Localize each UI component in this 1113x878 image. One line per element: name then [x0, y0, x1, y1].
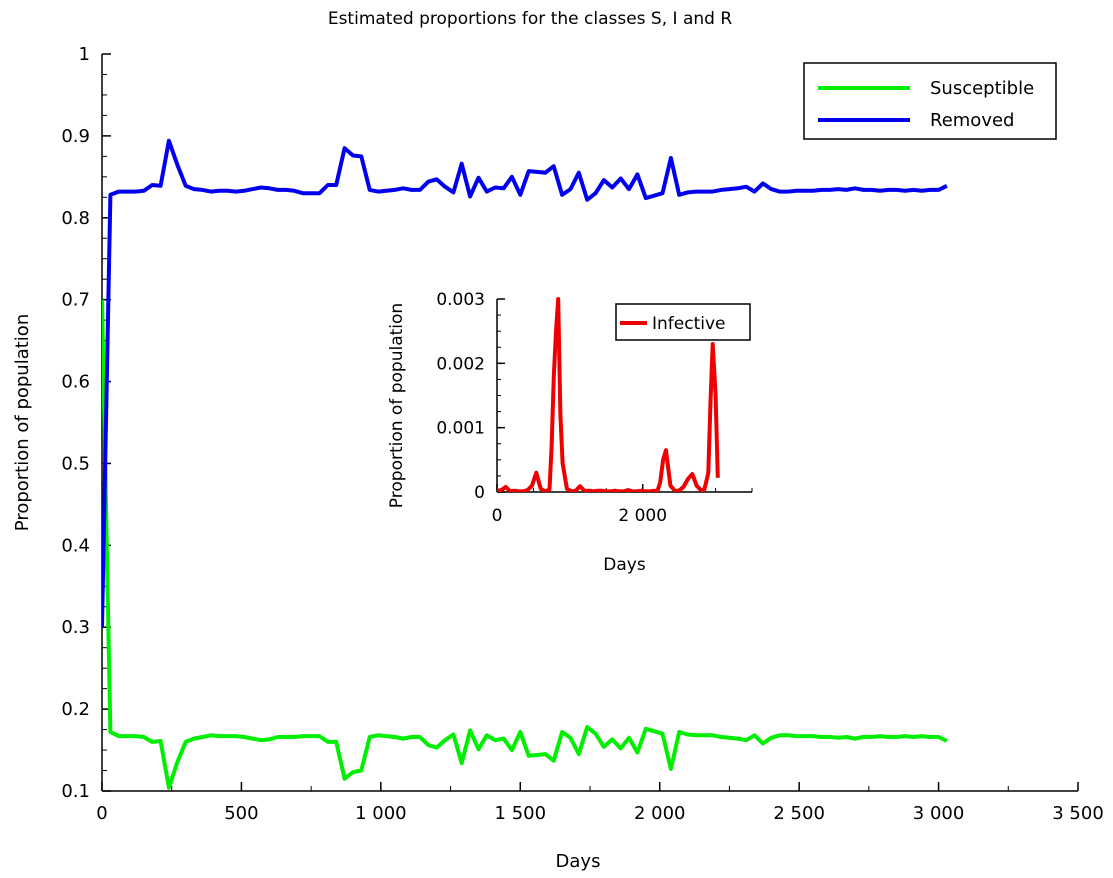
main-x-tick-label: 500	[224, 803, 258, 824]
main-x-tick-label: 1 500	[495, 803, 547, 824]
main-y-tick-label: 0.2	[61, 699, 90, 720]
main-x-tick-label: 3 500	[1052, 803, 1104, 824]
main-series-line-susceptible	[102, 299, 948, 790]
main-x-tick-label: 3 000	[913, 803, 965, 824]
main-y-axis-label: Proportion of population	[12, 314, 33, 531]
main-y-tick-label: 0.6	[61, 372, 90, 393]
inset-legend: Infective	[615, 303, 751, 341]
main-series-line-removed	[102, 138, 948, 628]
inset-x-axis-label: Days	[603, 555, 646, 575]
inset-x-tick-label: 2 000	[618, 506, 667, 526]
main-y-tick-label: 0.3	[61, 617, 90, 638]
main-y-tick-label: 0.8	[61, 208, 90, 229]
main-chart-title: Estimated proportions for the classes S,…	[328, 9, 733, 29]
main-x-tick-label: 0	[96, 803, 107, 824]
main-legend-label-susceptible: Susceptible	[930, 78, 1034, 99]
main-y-tick-label: 0.9	[61, 126, 90, 147]
inset-y-tick-label: 0.002	[436, 354, 485, 374]
main-legend-label-removed: Removed	[930, 110, 1014, 131]
main-y-tick-label: 0.1	[61, 781, 90, 802]
inset-series-line-infective	[497, 297, 720, 492]
main-x-axis-label: Days	[556, 851, 601, 872]
main-y-tick-label: 1	[79, 44, 90, 65]
main-x-tick-label: 2 000	[634, 803, 686, 824]
main-legend-box	[803, 62, 1057, 140]
main-y-tick-label: 0.4	[61, 535, 90, 556]
inset-chart: 0 0.001 0.002 0.003 0 2 000 Days Proportion of …	[387, 290, 753, 575]
inset-y-axis-label: Proportion of population	[387, 303, 407, 508]
main-y-tick-label: 0.7	[61, 290, 90, 311]
main-x-tick-label: 1 000	[355, 803, 407, 824]
inset-y-tick-label: 0.003	[436, 290, 485, 310]
inset-legend-label-infective: Infective	[652, 314, 726, 334]
main-y-tick-label: 0.5	[61, 453, 90, 474]
main-legend: Susceptible Removed	[803, 62, 1057, 140]
inset-x-tick-label: 0	[492, 506, 503, 526]
main-x-tick-label: 2 500	[773, 803, 825, 824]
main-chart: Estimated proportions for the classes S,…	[12, 9, 1104, 872]
inset-y-tick-label: 0.001	[436, 419, 485, 439]
inset-y-tick-label: 0	[474, 483, 485, 503]
